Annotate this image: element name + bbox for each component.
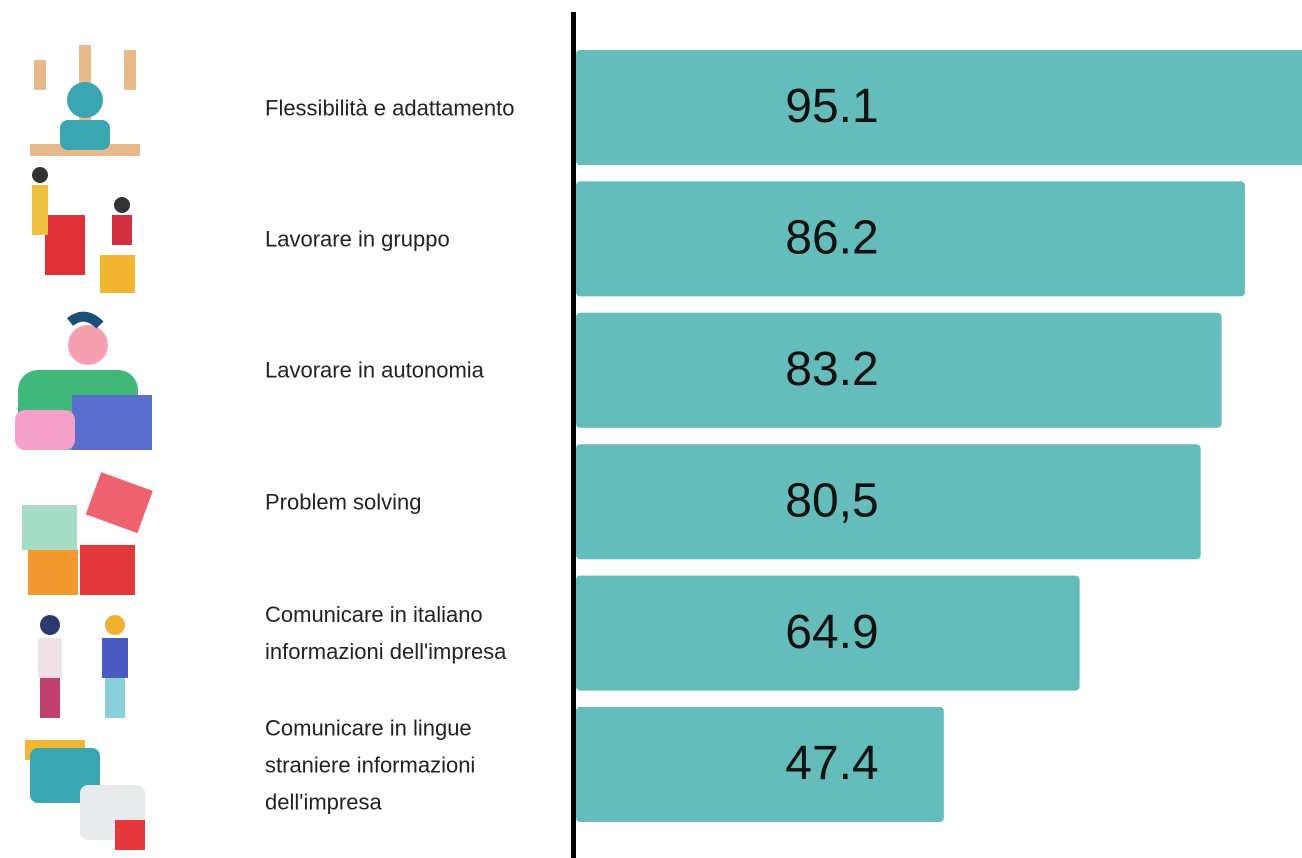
category-label: Problem solving <box>265 489 422 515</box>
category-label: Lavorare in autonomia <box>265 357 484 383</box>
icon-team <box>32 167 135 293</box>
value-label: 83.2 <box>785 343 878 396</box>
icon-languages <box>25 740 145 850</box>
icon-puzzle <box>22 472 153 595</box>
bar <box>576 50 1302 165</box>
value-label: 80,5 <box>785 474 878 527</box>
value-label: 95.1 <box>785 80 878 133</box>
category-label: Lavorare in gruppo <box>265 226 450 252</box>
bar <box>576 444 1201 560</box>
icon-flexibility <box>30 45 140 156</box>
icons <box>15 45 153 850</box>
bar <box>576 181 1245 297</box>
icon-autonomy <box>15 311 152 450</box>
baseline <box>571 12 576 858</box>
category-label: Comunicare in italiano informazioni dell… <box>265 602 507 665</box>
bar <box>576 575 1080 691</box>
value-label: 47.4 <box>785 737 878 790</box>
category-label: Flessibilità e adattamento <box>265 95 515 120</box>
bar <box>576 312 1222 428</box>
category-label: Comunicare in lingue straniere informazi… <box>265 715 476 814</box>
bar <box>576 707 944 822</box>
icon-communication <box>38 615 128 718</box>
value-label: 86.2 <box>785 212 878 265</box>
value-label: 64.9 <box>785 606 878 659</box>
